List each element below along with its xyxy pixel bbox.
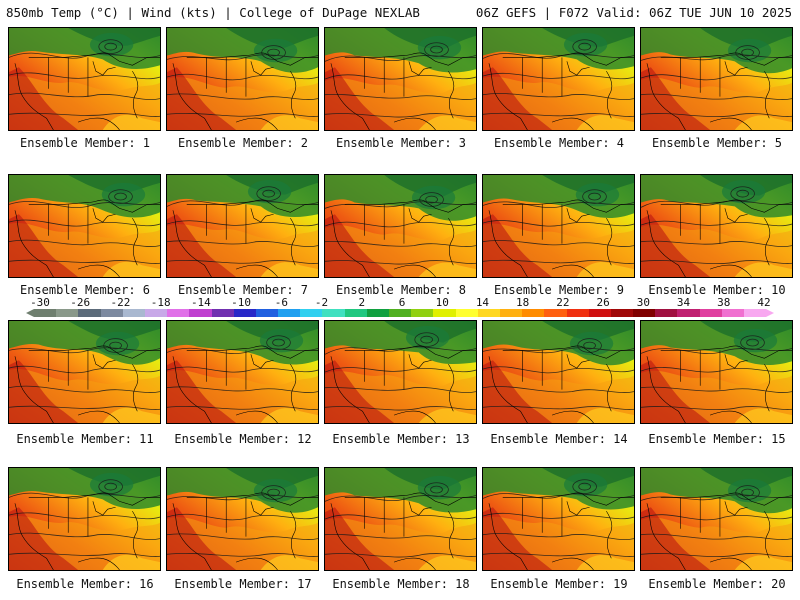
header-title: 850mb Temp (°C) | Wind (kts) | College o…	[6, 5, 420, 20]
colorbar-swatch	[544, 309, 567, 317]
colorbar-swatch	[167, 309, 190, 317]
colorbar-swatch	[322, 309, 345, 317]
ensemble-member-label: Ensemble Member: 15	[648, 432, 786, 446]
colorbar-tick-label: -26	[70, 296, 91, 309]
header: 850mb Temp (°C) | Wind (kts) | College o…	[0, 0, 800, 24]
colorbar-tick-label: -10	[231, 296, 252, 309]
colorbar-swatch	[56, 309, 79, 317]
colorbar-swatch	[499, 309, 523, 317]
ensemble-map-19	[482, 467, 635, 571]
ensemble-map-14	[482, 320, 635, 424]
ensemble-map-3	[324, 27, 477, 131]
colorbar-swatch	[300, 309, 323, 317]
ensemble-member-label: Ensemble Member: 18	[332, 577, 470, 591]
ensemble-map-15	[640, 320, 793, 424]
ensemble-member-label: Ensemble Member: 5	[651, 136, 783, 150]
colorbar-swatch	[566, 309, 589, 317]
ensemble-member-label: Ensemble Member: 17	[174, 577, 312, 591]
colorbar-tick-label: 10	[435, 296, 449, 309]
colorbar-tick-label: 30	[636, 296, 650, 309]
colorbar-tick-label: 42	[757, 296, 771, 309]
ensemble-member-label: Ensemble Member: 3	[335, 136, 467, 150]
header-run-info: 06Z GEFS | F072 Valid: 06Z TUE JUN 10 20…	[475, 5, 792, 20]
colorbar-tick-label: 26	[596, 296, 610, 309]
ensemble-member-label: Ensemble Member: 10	[648, 283, 786, 297]
colorbar-tick-label: 14	[475, 296, 490, 309]
colorbar-tick-label: -14	[190, 296, 211, 309]
temperature-colorbar: -30 -26 -22 -18 -14 -10 -6 -2 2 6 10 14 18 22 26 30 34 38…	[0, 296, 800, 322]
colorbar-swatch	[255, 309, 279, 317]
ensemble-map-17	[166, 467, 319, 571]
ensemble-map-20	[640, 467, 793, 571]
ensemble-map-5	[640, 27, 793, 131]
colorbar-tick-label: 18	[516, 296, 530, 309]
ensemble-member-label: Ensemble Member: 12	[174, 432, 312, 446]
colorbar-swatch	[189, 309, 212, 317]
ensemble-member-label: Ensemble Member: 4	[493, 136, 625, 150]
ensemble-map-8	[324, 174, 477, 278]
ensemble-member-label: Ensemble Member: 1	[19, 136, 151, 150]
ensemble-member-label: Ensemble Member: 2	[177, 136, 309, 150]
ensemble-map-1	[8, 27, 161, 131]
colorbar-tick-label: -22	[110, 296, 131, 309]
colorbar-swatch	[633, 309, 656, 317]
ensemble-member-label: Ensemble Member: 6	[19, 283, 151, 297]
colorbar-right-arrow	[766, 309, 774, 317]
colorbar-swatch	[610, 309, 634, 317]
ensemble-map-18	[324, 467, 477, 571]
colorbar-swatch	[699, 309, 722, 317]
colorbar-bar	[34, 309, 767, 317]
ensemble-map-9	[482, 174, 635, 278]
ensemble-map-2	[166, 27, 319, 131]
ensemble-member-label: Ensemble Member: 16	[16, 577, 154, 591]
colorbar-swatch	[455, 309, 478, 317]
colorbar-tick-label: -6	[274, 296, 288, 309]
ensemble-member-label: Ensemble Member: 11	[16, 432, 154, 446]
colorbar-swatch	[122, 309, 145, 317]
colorbar-swatch	[389, 309, 412, 317]
colorbar-swatch	[366, 309, 389, 317]
colorbar-swatch	[477, 309, 500, 317]
colorbar-swatch	[233, 309, 256, 317]
colorbar-swatch	[34, 309, 57, 317]
colorbar-swatch	[522, 309, 545, 317]
colorbar-tick-label: -18	[150, 296, 171, 309]
colorbar-swatch	[411, 309, 434, 317]
colorbar-tick-label: 22	[556, 296, 570, 309]
colorbar-swatch	[433, 309, 456, 317]
colorbar-swatch	[211, 309, 234, 317]
colorbar-tick-label: -2	[314, 296, 329, 309]
ensemble-map-10	[640, 174, 793, 278]
colorbar-tick-label: -30	[30, 296, 50, 309]
ensemble-map-12	[166, 320, 319, 424]
ensemble-member-label: Ensemble Member: 9	[493, 283, 625, 297]
colorbar-swatch	[744, 309, 767, 317]
ensemble-map-16	[8, 467, 161, 571]
colorbar-swatch	[100, 309, 123, 317]
ensemble-member-label: Ensemble Member: 20	[648, 577, 786, 591]
colorbar-left-arrow	[26, 309, 34, 317]
ensemble-map-13	[324, 320, 477, 424]
colorbar-swatch	[144, 309, 168, 317]
colorbar-tick-label: 38	[717, 296, 731, 309]
colorbar-swatch	[78, 309, 101, 317]
ensemble-member-label: Ensemble Member: 7	[177, 283, 309, 297]
ensemble-map-6	[8, 174, 161, 278]
colorbar-swatch	[344, 309, 367, 317]
colorbar-tick-label: 2	[358, 296, 366, 309]
ensemble-map-7	[166, 174, 319, 278]
colorbar-tick-label: 34	[676, 296, 691, 309]
ensemble-member-label: Ensemble Member: 14	[490, 432, 628, 446]
ensemble-member-label: Ensemble Member: 8	[335, 283, 467, 297]
colorbar-swatch	[588, 309, 611, 317]
colorbar-swatch	[721, 309, 744, 317]
ensemble-member-label: Ensemble Member: 19	[490, 577, 628, 591]
ensemble-map-4	[482, 27, 635, 131]
ensemble-map-11	[8, 320, 161, 424]
colorbar-swatch	[677, 309, 700, 317]
colorbar-swatch	[278, 309, 301, 317]
colorbar-swatch	[655, 309, 678, 317]
ensemble-member-label: Ensemble Member: 13	[332, 432, 470, 446]
colorbar-tick-label: 6	[398, 296, 406, 309]
